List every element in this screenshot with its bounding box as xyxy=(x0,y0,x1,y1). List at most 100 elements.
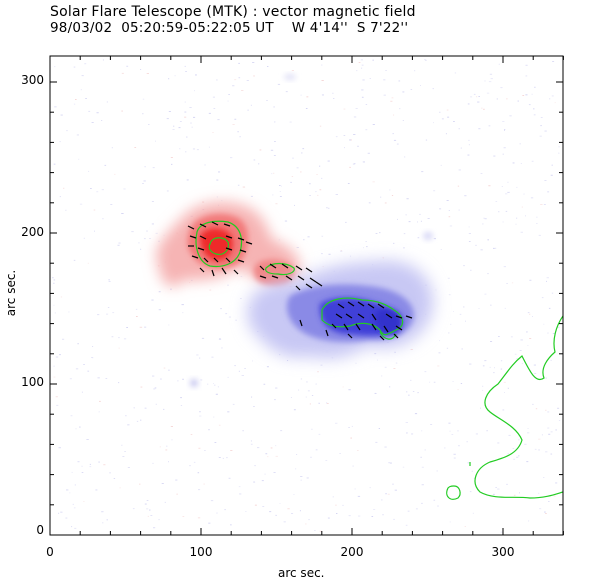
noise-speck xyxy=(421,466,424,468)
y-tick-label: 300 xyxy=(21,73,44,87)
noise-speck xyxy=(467,462,470,464)
field-vector xyxy=(299,319,303,327)
noise-speck xyxy=(390,100,393,102)
noise-speck xyxy=(483,108,485,110)
noise-speck xyxy=(228,316,231,318)
noise-speck xyxy=(471,470,473,472)
noise-speck xyxy=(371,516,374,517)
noise-speck xyxy=(91,122,94,123)
noise-speck xyxy=(387,493,390,495)
noise-speck xyxy=(369,78,371,79)
noise-speck xyxy=(212,96,215,98)
noise-speck xyxy=(393,139,397,141)
noise-speck xyxy=(516,217,518,219)
noise-speck xyxy=(274,121,276,123)
noise-speck xyxy=(524,443,527,445)
noise-speck xyxy=(530,197,534,199)
noise-speck xyxy=(201,337,205,339)
noise-speck xyxy=(444,447,446,449)
noise-speck xyxy=(309,403,311,405)
noise-speck xyxy=(235,319,237,321)
noise-speck xyxy=(321,64,323,66)
noise-speck xyxy=(161,483,164,484)
field-vector xyxy=(191,255,199,259)
noise-speck xyxy=(406,198,409,200)
noise-speck xyxy=(60,296,63,298)
noise-speck xyxy=(121,444,123,446)
noise-speck xyxy=(96,191,99,193)
noise-speck xyxy=(275,455,278,457)
noise-speck xyxy=(448,332,450,334)
noise-speck xyxy=(467,154,470,156)
noise-speck xyxy=(166,118,169,120)
noise-speck xyxy=(407,510,410,512)
noise-speck xyxy=(71,471,73,473)
noise-speck xyxy=(284,220,288,222)
noise-speck xyxy=(429,381,431,383)
noise-speck xyxy=(199,415,202,417)
noise-speck xyxy=(307,390,310,392)
noise-speck xyxy=(519,350,522,351)
noise-speck xyxy=(529,313,531,315)
noise-speck xyxy=(417,237,420,239)
noise-speck xyxy=(449,225,453,227)
noise-speck xyxy=(184,65,186,67)
field-vector xyxy=(379,335,385,341)
noise-speck xyxy=(253,159,256,161)
noise-speck xyxy=(427,218,430,219)
noise-speck xyxy=(232,403,235,405)
noise-speck xyxy=(493,247,495,249)
x-tick-label: 100 xyxy=(190,545,213,559)
noise-speck xyxy=(551,292,554,294)
noise-speck xyxy=(237,131,239,133)
noise-speck xyxy=(498,63,500,65)
noise-speck xyxy=(531,93,533,95)
noise-speck xyxy=(528,104,531,106)
noise-speck xyxy=(155,232,158,234)
noise-speck xyxy=(421,484,424,486)
noise-speck xyxy=(232,124,235,125)
noise-speck xyxy=(347,183,350,184)
noise-speck xyxy=(383,94,386,96)
noise-speck xyxy=(510,336,513,338)
noise-speck xyxy=(513,458,516,460)
noise-speck xyxy=(339,453,341,454)
noise-speck xyxy=(550,431,553,433)
noise-speck xyxy=(500,368,503,370)
noise-speck xyxy=(480,249,483,251)
noise-speck xyxy=(490,78,493,80)
noise-speck xyxy=(151,299,154,301)
noise-speck xyxy=(543,323,545,325)
noise-speck xyxy=(224,509,226,511)
noise-speck xyxy=(59,196,61,198)
noise-speck xyxy=(327,517,330,519)
noise-speck xyxy=(184,111,187,113)
noise-speck xyxy=(89,463,91,465)
noise-speck xyxy=(332,496,334,498)
noise-speck xyxy=(101,511,104,513)
noise-speck xyxy=(504,129,505,131)
noise-speck xyxy=(498,211,500,213)
noise-speck xyxy=(319,189,322,191)
noise-speck xyxy=(452,381,454,382)
noise-speck xyxy=(81,472,84,473)
noise-speck xyxy=(342,504,344,506)
noise-speck xyxy=(525,94,528,96)
noise-speck xyxy=(445,133,447,135)
noise-speck xyxy=(317,194,319,196)
noise-speck xyxy=(263,383,266,385)
noise-speck xyxy=(540,125,542,127)
noise-speck xyxy=(118,347,120,349)
noise-speck xyxy=(216,179,219,181)
noise-speck xyxy=(484,293,487,295)
field-vector xyxy=(225,247,233,251)
field-vector xyxy=(199,267,205,273)
noise-speck xyxy=(361,64,364,66)
noise-speck xyxy=(149,238,151,239)
noise-speck xyxy=(340,250,342,252)
noise-speck xyxy=(239,136,241,138)
noise-speck xyxy=(458,169,461,171)
field-vector xyxy=(203,257,209,263)
noise-speck xyxy=(195,74,197,76)
noise-speck xyxy=(380,196,382,198)
